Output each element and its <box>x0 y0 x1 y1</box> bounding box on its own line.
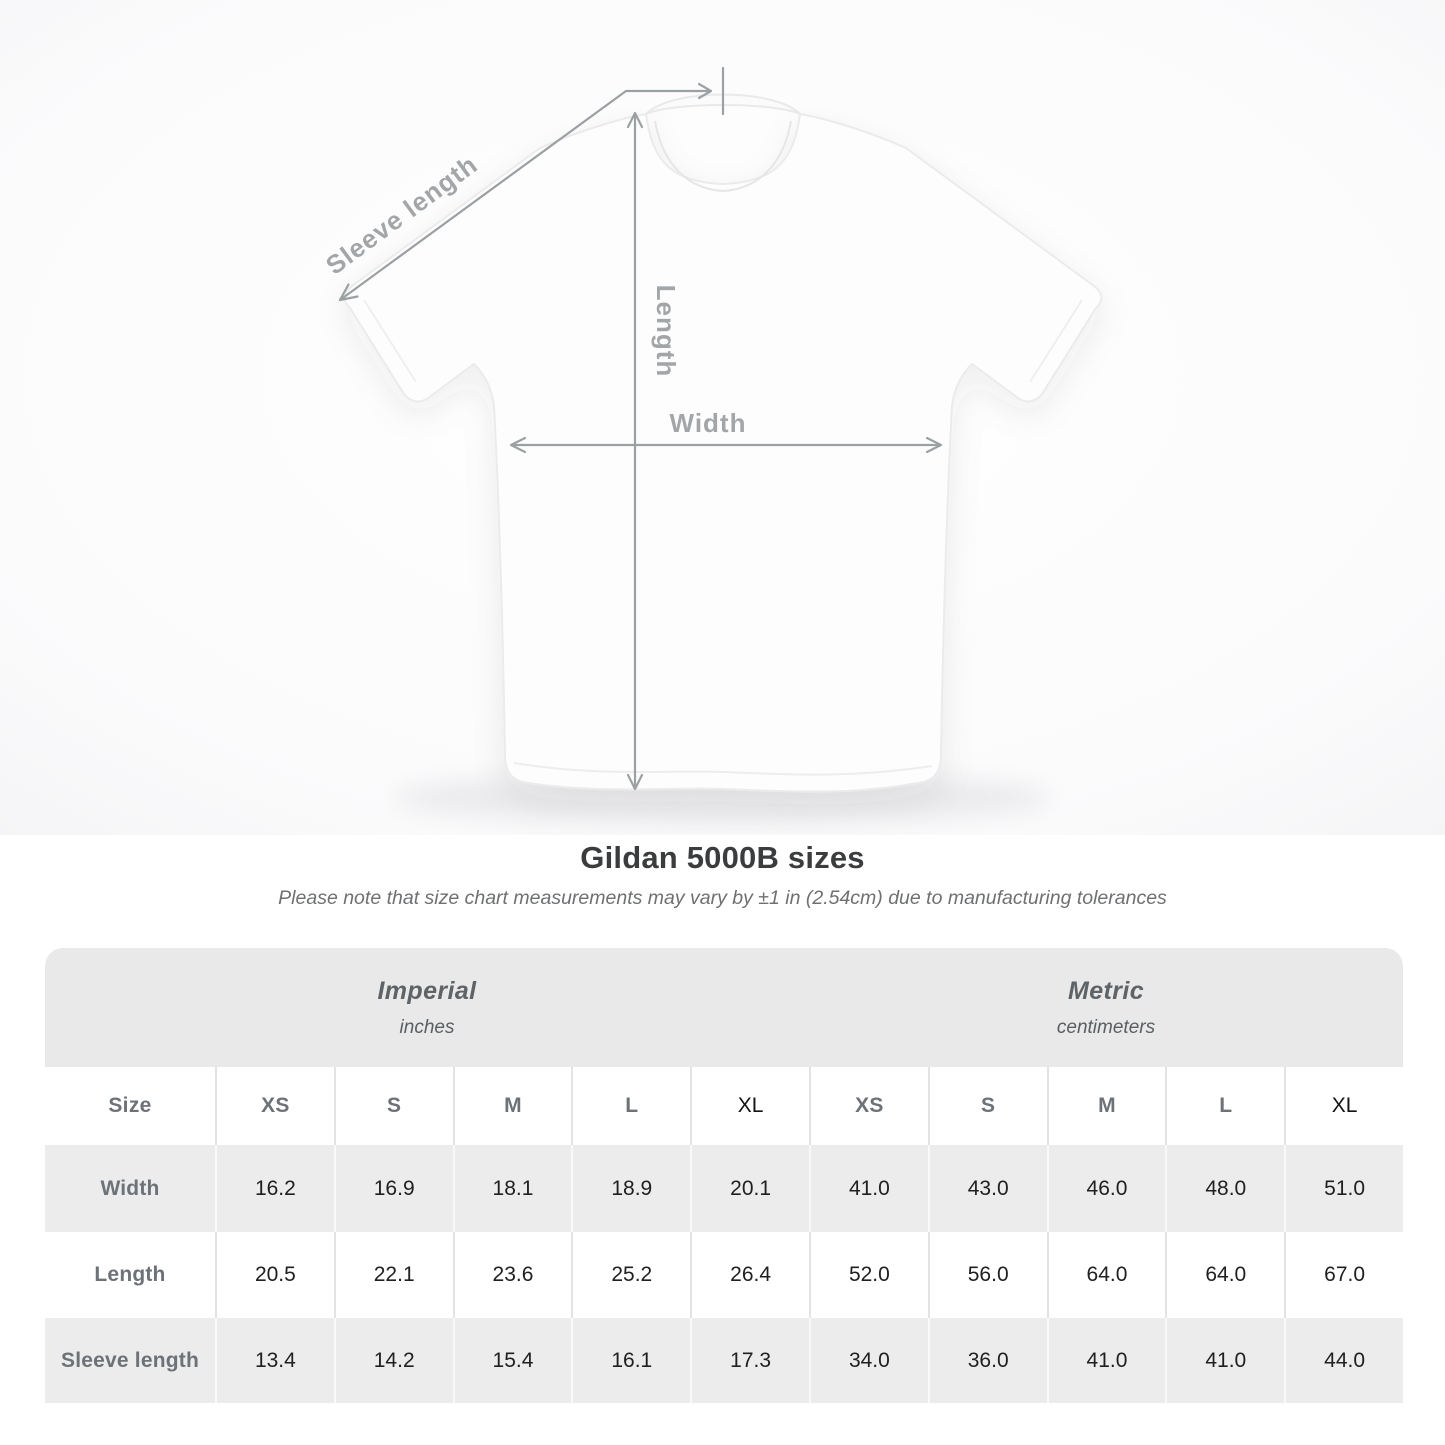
size-table: Imperial inches Metric centimeters Size … <box>45 948 1403 1403</box>
size-col-m-metric: M <box>1046 1067 1166 1145</box>
table-cell: 13.4 <box>215 1318 334 1403</box>
table-cell: 41.0 <box>1046 1318 1166 1403</box>
sleeve-length-arrow <box>338 89 712 302</box>
imperial-group-unit: inches <box>399 1016 455 1038</box>
table-cell: 18.1 <box>452 1145 572 1232</box>
table-cell: 43.0 <box>927 1145 1047 1232</box>
table-cell: 18.9 <box>571 1145 690 1232</box>
sleeve-length-row: Sleeve length 13.4 14.2 15.4 16.1 17.3 3… <box>45 1318 1403 1403</box>
table-cell: 52.0 <box>809 1232 928 1318</box>
table-cell: 16.1 <box>571 1318 690 1403</box>
table-cell: 20.1 <box>690 1145 809 1232</box>
table-cell: 20.5 <box>215 1232 334 1318</box>
table-cell: 16.2 <box>215 1145 334 1232</box>
table-cell: 41.0 <box>1165 1318 1284 1403</box>
size-col-s-metric: S <box>927 1067 1047 1145</box>
imperial-group-name: Imperial <box>377 976 477 1005</box>
table-cell: 23.6 <box>452 1232 572 1318</box>
width-label: Width <box>670 408 747 438</box>
size-col-s-imperial: S <box>333 1067 453 1145</box>
size-col-l-imperial: L <box>571 1067 690 1145</box>
table-cell: 41.0 <box>809 1145 928 1232</box>
table-cell: 17.3 <box>690 1318 809 1403</box>
length-row: Length 20.5 22.1 23.6 25.2 26.4 52.0 56.… <box>45 1232 1403 1318</box>
row-label-sleeve-length: Sleeve length <box>61 1348 199 1372</box>
table-cell: 14.2 <box>333 1318 453 1403</box>
page-title: Gildan 5000B sizes <box>580 840 865 875</box>
unit-group-header-row: Imperial inches Metric centimeters <box>45 948 1403 1067</box>
measurement-arrows <box>338 66 943 791</box>
tshirt-measurement-diagram: Sleeve length Length Width <box>0 0 1445 835</box>
table-cell: 46.0 <box>1046 1145 1166 1232</box>
size-header-row: Size XS S M L XL XS S M L XL <box>45 1067 1403 1145</box>
metric-group-name: Metric <box>1067 976 1145 1005</box>
table-cell: 56.0 <box>927 1232 1047 1318</box>
size-col-xs-imperial: XS <box>215 1067 334 1145</box>
title-block: Gildan 5000B sizes Please note that size… <box>0 840 1445 910</box>
row-label-length: Length <box>94 1263 166 1286</box>
size-col-xl-imperial: XL <box>690 1067 809 1145</box>
imperial-group-header: Imperial inches <box>45 948 809 1067</box>
metric-group-header: Metric centimeters <box>809 948 1403 1067</box>
table-cell: 34.0 <box>809 1318 928 1403</box>
size-col-m-imperial: M <box>452 1067 572 1145</box>
tolerance-note: Please note that size chart measurements… <box>278 887 1167 909</box>
size-corner-cell: Size <box>108 1094 152 1117</box>
table-cell: 22.1 <box>333 1232 453 1318</box>
table-cell: 64.0 <box>1046 1232 1166 1318</box>
table-cell: 26.4 <box>690 1232 809 1318</box>
width-row: Width 16.2 16.9 18.1 18.9 20.1 41.0 43.0… <box>45 1145 1403 1232</box>
row-label-width: Width <box>100 1176 160 1200</box>
table-cell: 36.0 <box>927 1318 1047 1403</box>
table-cell: 51.0 <box>1284 1145 1403 1232</box>
tshirt-illustration <box>343 93 1103 793</box>
table-cell: 44.0 <box>1284 1318 1403 1403</box>
length-label: Length <box>651 285 681 378</box>
table-cell: 64.0 <box>1165 1232 1284 1318</box>
table-cell: 67.0 <box>1284 1232 1403 1318</box>
table-cell: 16.9 <box>333 1145 453 1232</box>
size-col-l-metric: L <box>1165 1067 1284 1145</box>
size-col-xl-metric: XL <box>1284 1067 1403 1145</box>
metric-group-unit: centimeters <box>1056 1016 1156 1038</box>
size-col-xs-metric: XS <box>809 1067 928 1145</box>
table-cell: 48.0 <box>1165 1145 1284 1232</box>
table-cell: 25.2 <box>571 1232 690 1318</box>
table-cell: 15.4 <box>452 1318 572 1403</box>
